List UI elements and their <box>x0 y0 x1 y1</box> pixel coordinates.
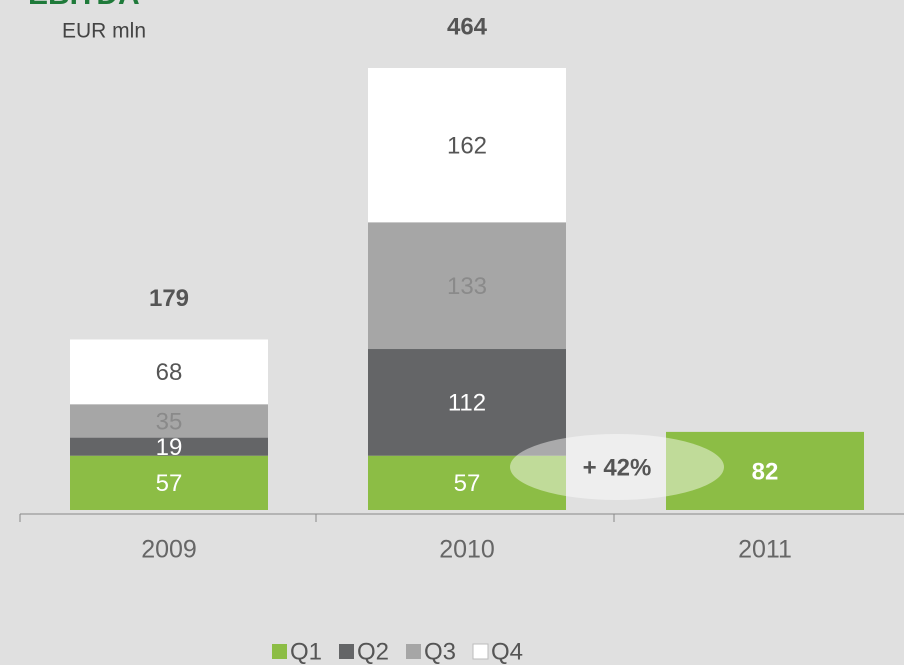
legend-swatch <box>472 643 489 660</box>
bar-segment <box>368 349 566 456</box>
data-label: 35 <box>156 408 183 435</box>
data-label: 57 <box>156 470 183 497</box>
bar-segment <box>666 431 864 510</box>
annotation-bubble <box>510 434 724 500</box>
total-label: 464 <box>447 13 488 40</box>
data-label: 112 <box>448 390 486 417</box>
legend-label: Q4 <box>491 638 523 665</box>
annotation: + 42% <box>583 454 652 481</box>
data-label: 19 <box>156 434 183 461</box>
x-tick-label: 2009 <box>141 536 197 564</box>
legend-swatch <box>339 644 354 659</box>
bar-segment <box>70 455 268 510</box>
chart-title: EBITDA <box>28 0 140 11</box>
chart-subtitle: EUR mln <box>62 20 146 43</box>
legend-label: Q2 <box>357 638 389 665</box>
bar-segment <box>70 437 268 456</box>
legend-label: Q3 <box>424 638 456 665</box>
x-tick-label: 2010 <box>439 536 495 564</box>
data-label: 68 <box>156 359 183 386</box>
data-label: 57 <box>454 470 481 497</box>
legend-swatch <box>272 644 287 659</box>
total-label: 179 <box>149 285 189 312</box>
legend-swatch <box>406 644 421 659</box>
x-tick-label: 2011 <box>738 536 792 564</box>
bar-segment <box>368 68 566 223</box>
data-label: 133 <box>447 273 487 300</box>
bar-segment <box>368 222 566 350</box>
bar-segment <box>70 339 268 405</box>
bar-segment <box>70 404 268 438</box>
data-label: 82 <box>752 458 779 485</box>
bar-segment <box>368 455 566 510</box>
data-label: 162 <box>447 133 487 160</box>
legend-label: Q1 <box>290 638 322 665</box>
